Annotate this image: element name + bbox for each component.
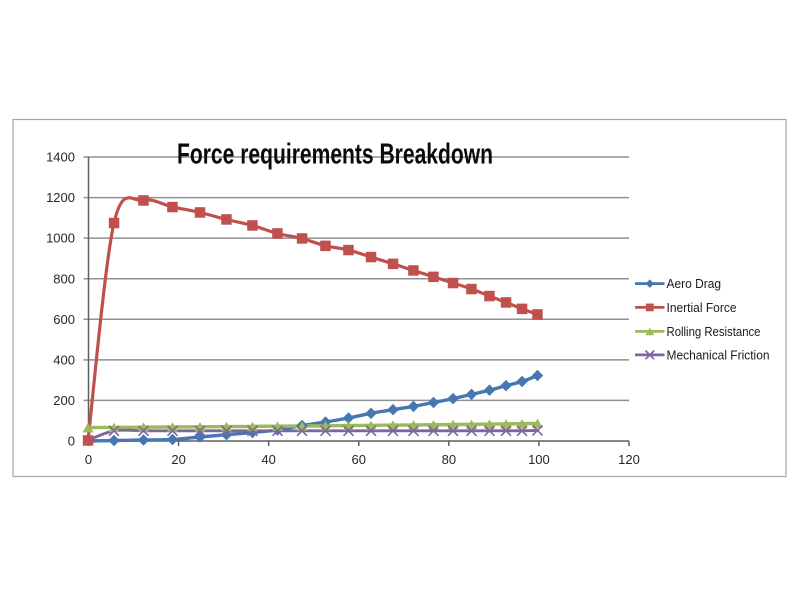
svg-text:Force requirements Breakdown: Force requirements Breakdown — [177, 139, 493, 171]
svg-text:0: 0 — [85, 452, 92, 467]
svg-text:100: 100 — [528, 452, 550, 467]
svg-text:1000: 1000 — [46, 231, 75, 246]
svg-text:200: 200 — [53, 393, 75, 408]
svg-text:400: 400 — [53, 352, 75, 367]
svg-text:20: 20 — [171, 452, 185, 467]
svg-text:800: 800 — [53, 271, 75, 286]
svg-text:Mechanical Friction: Mechanical Friction — [667, 348, 770, 363]
svg-text:Aero Drag: Aero Drag — [667, 276, 722, 291]
svg-text:1200: 1200 — [46, 190, 75, 205]
svg-text:120: 120 — [618, 452, 640, 467]
svg-text:40: 40 — [261, 452, 275, 467]
svg-text:60: 60 — [352, 452, 366, 467]
svg-text:600: 600 — [53, 312, 75, 327]
svg-text:Inertial Force: Inertial Force — [667, 300, 737, 315]
svg-text:Rolling Resistance: Rolling Resistance — [667, 324, 761, 339]
svg-text:1400: 1400 — [46, 150, 75, 165]
svg-text:80: 80 — [442, 452, 456, 467]
svg-text:0: 0 — [68, 434, 75, 449]
